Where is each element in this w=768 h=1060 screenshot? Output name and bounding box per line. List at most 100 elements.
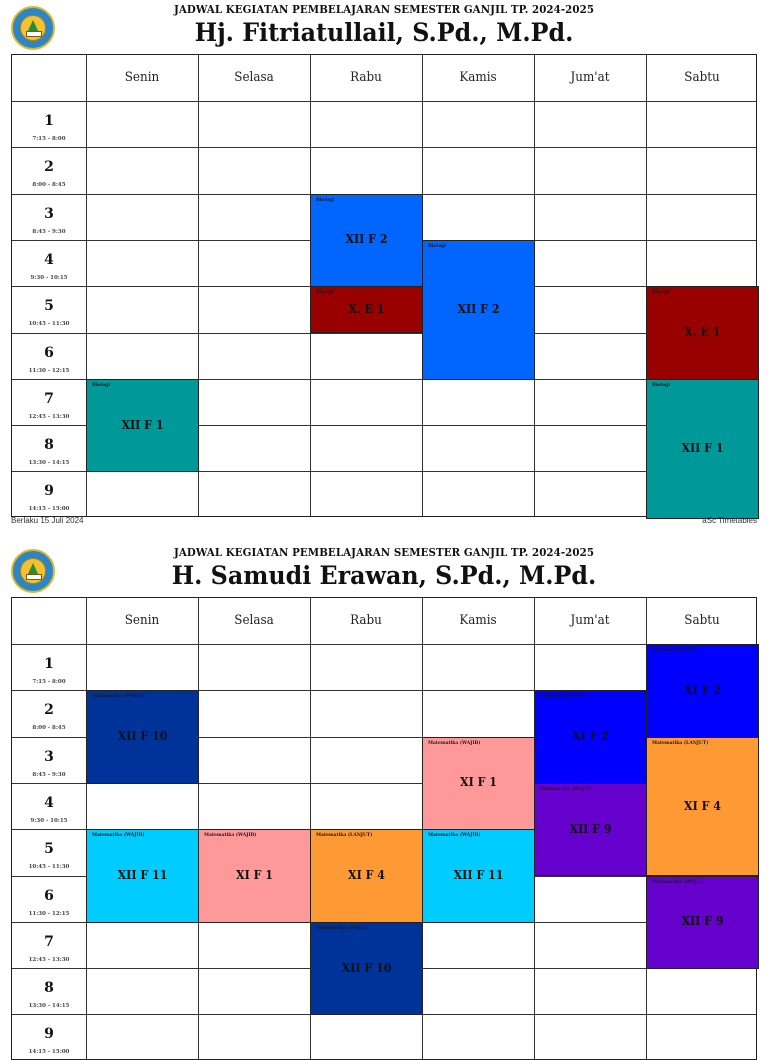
- row-divider: [12, 782, 756, 784]
- lesson-block[interactable]: Matematika (LANJUT) XI F 4: [646, 736, 759, 877]
- day-header-kamis: Kamis: [459, 613, 497, 628]
- lesson-block[interactable]: Matematika (WAJIB) XII F 10: [310, 921, 423, 1016]
- lesson-class: XII F 1: [121, 417, 164, 432]
- period-time: 9:30 - 10:15: [30, 274, 68, 281]
- lesson-block[interactable]: Matematika (WAJIB) XI F 2: [534, 690, 647, 784]
- day-header-selasa: Selasa: [234, 70, 274, 85]
- period-time: 8:00 - 8:45: [32, 182, 66, 189]
- lesson-block[interactable]: Matematika (WAJIB) XI F 1: [198, 829, 311, 923]
- lesson-subject: Biologi: [652, 382, 671, 388]
- period-number: 2: [44, 159, 54, 176]
- lesson-subject: Matematika (WAJIB): [428, 740, 481, 746]
- period-time: 8:00 - 8:45: [32, 725, 66, 732]
- lesson-block[interactable]: Matematika (WAJIB) XII F 10: [86, 690, 199, 784]
- lesson-subject: Matematika (LANJUT): [316, 833, 373, 839]
- timetable-grid: Senin Selasa Rabu Kamis Jum'at Sabtu 1 7:15 - 8…: [11, 597, 759, 1060]
- lesson-class: XII F 10: [341, 960, 392, 975]
- row-divider: [12, 644, 756, 645]
- row-divider: [12, 378, 756, 380]
- lesson-block[interactable]: Biologi XII F 1: [646, 378, 759, 519]
- school-emblem-icon: [11, 549, 55, 593]
- period-time: 7:15 - 8:00: [32, 679, 66, 685]
- lesson-subject: Matematika (WAJIB): [204, 833, 257, 839]
- day-header-sabtu: Sabtu: [684, 70, 720, 85]
- lesson-subject: Matematika (WAJIB): [92, 694, 145, 700]
- period-time: 13:30 - 14:15: [28, 460, 70, 467]
- period-time: 9:30 - 10:15: [30, 817, 68, 824]
- row-divider: [12, 736, 756, 738]
- lesson-block[interactable]: Biologi X. E 1: [646, 286, 759, 380]
- teacher-name: Hj. Fitriatullail, S.Pd., M.Pd.: [194, 18, 574, 47]
- period-time: 8:45 - 9:30: [32, 771, 66, 778]
- lesson-subject: Biologi: [316, 290, 335, 296]
- period-number: 9: [44, 483, 54, 500]
- column-divider: [198, 55, 199, 516]
- period-number: 6: [44, 344, 54, 361]
- lesson-subject: Biologi: [92, 382, 111, 388]
- lesson-subject: Biologi: [652, 290, 671, 296]
- column-divider: [86, 55, 87, 516]
- period-number: 3: [44, 748, 54, 765]
- row-divider: [12, 147, 756, 149]
- lesson-subject: Matematika (WAJIB): [316, 925, 369, 931]
- lesson-class: XII F 10: [117, 729, 168, 744]
- lesson-class: XI F 4: [348, 867, 385, 882]
- period-number: 2: [44, 702, 54, 719]
- period-number: 8: [44, 980, 54, 997]
- validity-date: Berlaku 15 Juli 2024: [11, 516, 84, 525]
- period-number: 7: [44, 390, 54, 407]
- lesson-class: XII F 9: [681, 914, 724, 929]
- period-number: 4: [44, 251, 54, 268]
- lesson-subject: Matematika (WAJIB): [92, 833, 145, 839]
- lesson-class: X. E 1: [684, 324, 721, 339]
- lesson-block[interactable]: Matematika (WAJIB) XII F 9: [534, 782, 647, 877]
- timetable-sheet-2: JADWAL KEGIATAN PEMBELAJARAN SEMESTER GA…: [0, 543, 768, 1060]
- row-divider: [12, 425, 756, 427]
- lesson-subject: Matematika (WAJIB): [652, 648, 705, 653]
- day-header-senin: Senin: [124, 70, 160, 85]
- lesson-subject: Matematika (WAJIB): [540, 786, 593, 792]
- schedule-subtitle: JADWAL KEGIATAN PEMBELAJARAN SEMESTER GA…: [173, 546, 595, 559]
- lesson-subject: Biologi: [428, 243, 447, 249]
- timetable-sheet-1: JADWAL KEGIATAN PEMBELAJARAN SEMESTER GA…: [11, 3, 759, 525]
- period-time: 11:30 - 12:15: [28, 367, 70, 374]
- day-header-senin: Senin: [124, 613, 160, 628]
- lesson-block[interactable]: Matematika (WAJIB) XII F 11: [86, 829, 199, 923]
- period-number: 5: [44, 841, 54, 858]
- period-time: 10:45 - 11:30: [28, 864, 70, 871]
- lesson-class: XII F 11: [453, 867, 504, 882]
- lesson-block[interactable]: Biologi XII F 2: [422, 239, 535, 380]
- lesson-block[interactable]: Matematika (WAJIB) XII F 11: [422, 829, 535, 923]
- lesson-block[interactable]: Matematika (WAJIB) XII F 9: [646, 875, 759, 970]
- period-time: 11:30 - 12:15: [28, 910, 70, 917]
- period-number: 7: [44, 933, 54, 950]
- period-time: 10:45 - 11:30: [28, 321, 70, 328]
- row-divider: [12, 101, 756, 102]
- school-emblem-icon: [11, 6, 55, 50]
- row-divider: [12, 471, 756, 473]
- lesson-block[interactable]: Matematika (WAJIB) XI F 1: [422, 736, 535, 831]
- row-divider: [12, 690, 756, 692]
- lesson-class: XII F 9: [569, 821, 612, 836]
- day-header-jumat: Jum'at: [570, 70, 610, 85]
- period-number: 4: [44, 794, 54, 811]
- timetable-grid: Senin Selasa Rabu Kamis Jum'at Sabtu 1 7:15 - 8…: [11, 54, 759, 519]
- lesson-block[interactable]: Biologi X. E 1: [310, 286, 423, 334]
- period-time: 7:15 - 8:00: [32, 136, 66, 142]
- lesson-block[interactable]: Matematika (WAJIB) XI F 2: [646, 644, 759, 738]
- day-header-jumat: Jum'at: [570, 613, 610, 628]
- lesson-subject: Matematika (WAJIB): [540, 694, 593, 700]
- period-time: 14:15 - 15:00: [28, 506, 70, 513]
- lesson-class: XII F 11: [117, 867, 168, 882]
- lesson-block[interactable]: Matematika (LANJUT) XI F 4: [310, 829, 423, 923]
- lesson-block[interactable]: Biologi XII F 2: [310, 193, 423, 288]
- period-time: 12:45 - 13:30: [28, 413, 70, 420]
- lesson-block[interactable]: Biologi XII F 1: [86, 378, 199, 473]
- day-header-sabtu: Sabtu: [684, 613, 720, 628]
- lesson-subject: Biologi: [316, 197, 335, 203]
- period-time: 13:30 - 14:15: [28, 1003, 70, 1010]
- lesson-class: XII F 2: [457, 301, 500, 316]
- lesson-subject: Matematika (WAJIB): [652, 879, 705, 885]
- lesson-class: XI F 1: [236, 867, 273, 882]
- period-number: 8: [44, 437, 54, 454]
